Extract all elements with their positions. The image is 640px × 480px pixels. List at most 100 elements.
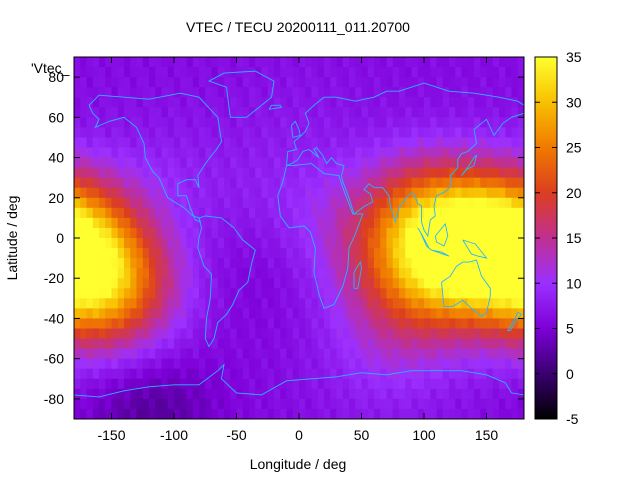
heatmap-cell bbox=[161, 147, 169, 159]
heatmap-cell bbox=[199, 328, 206, 340]
heatmap-cell bbox=[230, 328, 238, 340]
heatmap-cell bbox=[224, 278, 231, 289]
heatmap-cell bbox=[336, 278, 344, 289]
heatmap-cell bbox=[517, 398, 524, 410]
heatmap-cell bbox=[417, 248, 425, 259]
heatmap-cell bbox=[124, 117, 131, 128]
heatmap-cell bbox=[455, 57, 463, 68]
heatmap-cell bbox=[99, 87, 106, 98]
heatmap-cell bbox=[324, 328, 331, 340]
heatmap-cell bbox=[417, 197, 425, 209]
heatmap-cell bbox=[380, 388, 388, 400]
heatmap-cell bbox=[380, 248, 388, 259]
heatmap-cell bbox=[261, 258, 269, 269]
heatmap-cell bbox=[142, 308, 150, 320]
heatmap-cell bbox=[486, 87, 494, 98]
heatmap-cell bbox=[80, 177, 88, 189]
heatmap-cell bbox=[492, 398, 500, 410]
heatmap-cell bbox=[286, 378, 294, 390]
heatmap-cell bbox=[236, 298, 244, 309]
heatmap-cell bbox=[199, 107, 206, 118]
heatmap-cell bbox=[105, 167, 113, 179]
heatmap-cell bbox=[505, 227, 513, 239]
heatmap-cell bbox=[267, 338, 275, 350]
heatmap-cell bbox=[86, 368, 94, 380]
heatmap-cell bbox=[130, 77, 138, 88]
heatmap-cell bbox=[192, 137, 200, 149]
heatmap-cell bbox=[286, 248, 294, 259]
heatmap-cell bbox=[155, 177, 163, 189]
heatmap-cell bbox=[467, 338, 475, 350]
heatmap-cell bbox=[180, 368, 188, 380]
heatmap-cell bbox=[199, 137, 206, 149]
heatmap-cell bbox=[386, 87, 394, 98]
heatmap-cell bbox=[355, 368, 363, 380]
heatmap-cell bbox=[424, 107, 431, 118]
heatmap-cell bbox=[149, 398, 156, 410]
heatmap-cell bbox=[255, 227, 263, 239]
heatmap-cell bbox=[380, 107, 388, 118]
heatmap-cell bbox=[192, 97, 200, 108]
heatmap-cell bbox=[249, 127, 256, 139]
heatmap-cell bbox=[455, 408, 463, 419]
heatmap-cell bbox=[136, 127, 144, 139]
heatmap-cell bbox=[105, 117, 113, 128]
heatmap-cell bbox=[230, 338, 238, 350]
heatmap-cell bbox=[180, 177, 188, 189]
heatmap-cell bbox=[224, 147, 231, 159]
heatmap-cell bbox=[280, 388, 288, 400]
heatmap-cell bbox=[249, 328, 256, 340]
heatmap-cell bbox=[280, 217, 288, 229]
heatmap-cell bbox=[211, 298, 219, 309]
heatmap-cell bbox=[130, 338, 138, 350]
heatmap-cell bbox=[367, 248, 375, 259]
heatmap-cell bbox=[486, 278, 494, 289]
heatmap-cell bbox=[430, 308, 438, 320]
heatmap-cell bbox=[286, 298, 294, 309]
heatmap-cell bbox=[211, 147, 219, 159]
heatmap-cell bbox=[342, 298, 350, 309]
heatmap-cell bbox=[336, 308, 344, 320]
heatmap-cell bbox=[224, 318, 231, 330]
heatmap-cell bbox=[405, 177, 413, 189]
heatmap-cell bbox=[392, 107, 400, 118]
heatmap-cell bbox=[399, 67, 406, 78]
heatmap-cell bbox=[105, 97, 113, 108]
heatmap-cell bbox=[142, 147, 150, 159]
heatmap-cell bbox=[480, 288, 488, 299]
heatmap-cell bbox=[74, 288, 81, 299]
heatmap-cell bbox=[311, 348, 319, 360]
heatmap-cell bbox=[455, 227, 463, 239]
heatmap-cell bbox=[124, 238, 131, 249]
heatmap-cell bbox=[405, 348, 413, 360]
heatmap-cell bbox=[192, 177, 200, 189]
heatmap-cell bbox=[417, 388, 425, 400]
heatmap-cell bbox=[411, 117, 419, 128]
heatmap-cell bbox=[174, 57, 181, 68]
heatmap-cell bbox=[299, 167, 306, 179]
heatmap-cell bbox=[224, 288, 231, 299]
heatmap-cell bbox=[492, 187, 500, 199]
heatmap-cell bbox=[317, 187, 325, 199]
heatmap-cell bbox=[74, 197, 81, 209]
heatmap-cell bbox=[492, 87, 500, 98]
heatmap-cell bbox=[367, 398, 375, 410]
heatmap-cell bbox=[105, 187, 113, 199]
heatmap-cell bbox=[361, 318, 369, 330]
heatmap-cell bbox=[424, 137, 431, 149]
heatmap-cell bbox=[386, 167, 394, 179]
heatmap-cell bbox=[411, 87, 419, 98]
heatmap-cell bbox=[455, 368, 463, 380]
heatmap-cell bbox=[255, 197, 263, 209]
heatmap-cell bbox=[192, 157, 200, 169]
heatmap-cell bbox=[142, 398, 150, 410]
heatmap-cell bbox=[255, 268, 263, 279]
heatmap-cell bbox=[380, 147, 388, 159]
heatmap-cell bbox=[367, 137, 375, 149]
heatmap-cell bbox=[474, 318, 481, 330]
heatmap-cell bbox=[299, 248, 306, 259]
heatmap-cell bbox=[186, 298, 194, 309]
heatmap-cell bbox=[124, 278, 131, 289]
heatmap-cell bbox=[292, 378, 300, 390]
heatmap-cell bbox=[511, 107, 519, 118]
